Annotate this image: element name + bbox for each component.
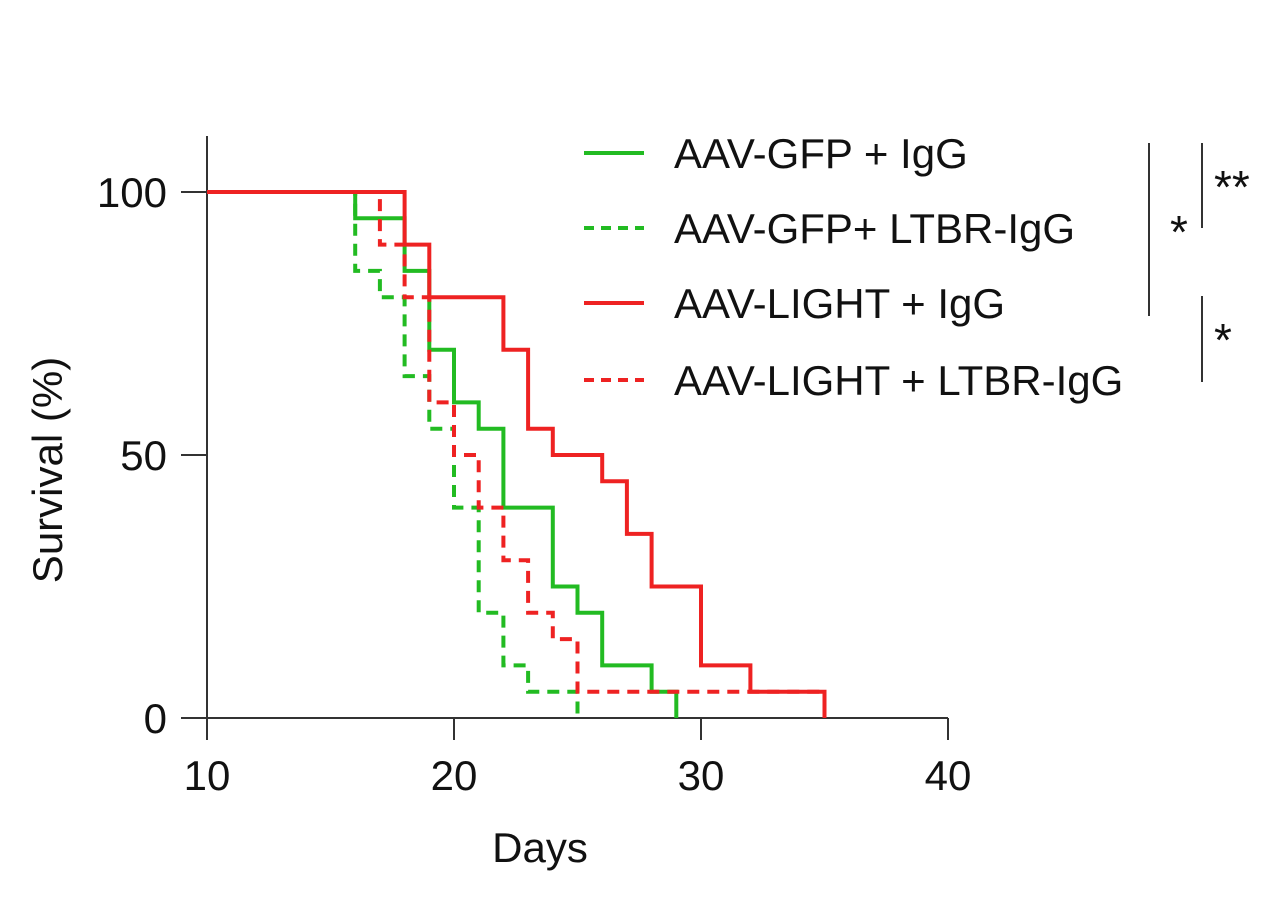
y-tick-label: 50 (120, 432, 167, 479)
legend-label-2: AAV-GFP+ LTBR-IgG (674, 205, 1075, 252)
axes: 10 20 30 40 0 50 100 (97, 136, 971, 799)
series-layer (207, 190, 827, 718)
y-tick-label: 100 (97, 169, 167, 216)
x-tick-label: 40 (925, 752, 972, 799)
series-line-2 (207, 190, 580, 718)
x-tick-label: 10 (184, 752, 231, 799)
x-axis-title: Days (492, 824, 588, 871)
series-line-4 (207, 190, 827, 718)
legend: AAV-GFP + IgG AAV-GFP+ LTBR-IgG AAV-LIGHT … (584, 130, 1123, 404)
series-line-3 (207, 190, 827, 718)
y-axis-title: Survival (%) (24, 357, 71, 583)
y-tick-label: 0 (144, 695, 167, 742)
x-tick-label: 30 (678, 752, 725, 799)
legend-label-1: AAV-GFP + IgG (674, 130, 968, 177)
significance-label-3: * (1214, 314, 1232, 366)
significance-brackets: **** (1148, 143, 1250, 382)
x-tick-label: 20 (431, 752, 478, 799)
significance-label-1: * (1170, 206, 1188, 258)
series-line-1 (207, 190, 679, 718)
significance-label-2: ** (1214, 161, 1250, 213)
legend-label-3: AAV-LIGHT + IgG (674, 280, 1005, 327)
legend-label-4: AAV-LIGHT + LTBR-IgG (674, 357, 1123, 404)
